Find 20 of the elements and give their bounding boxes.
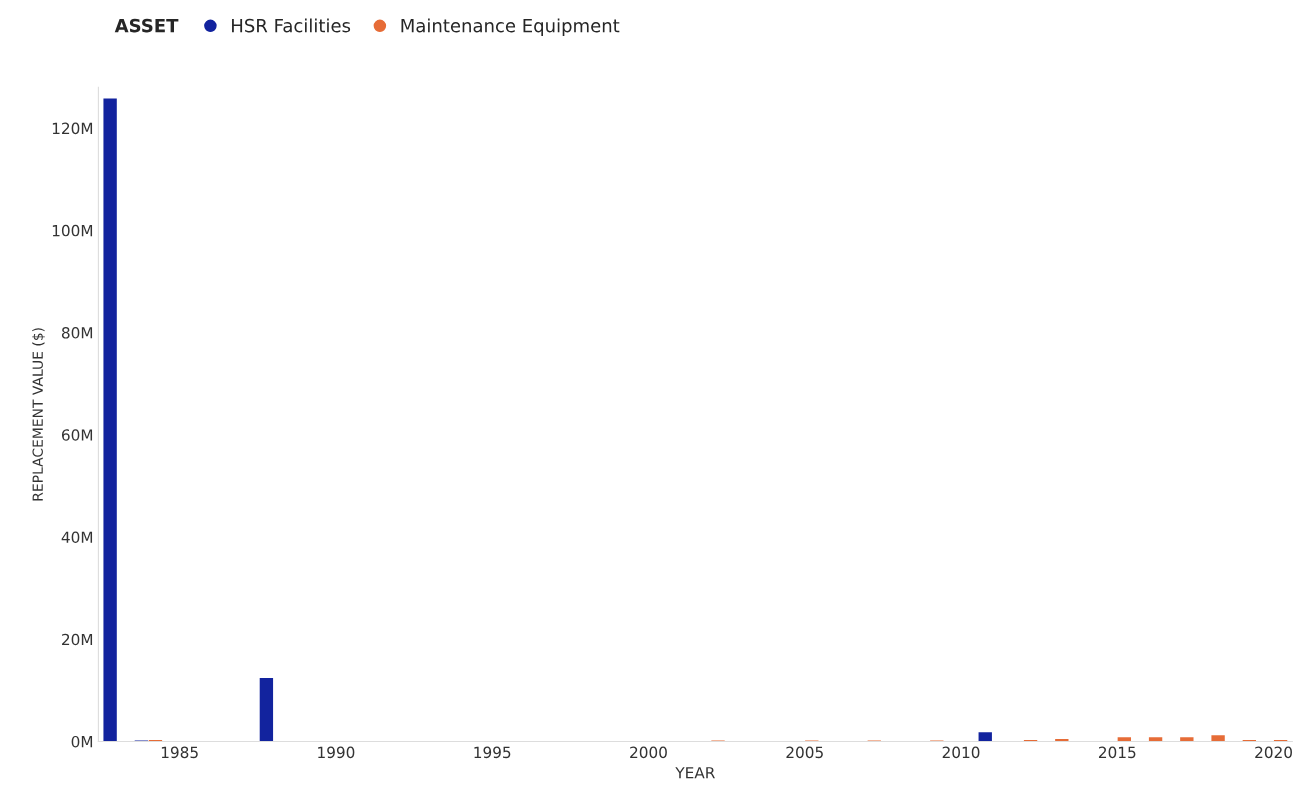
x-tick-label: 1990 bbox=[318, 746, 355, 759]
y-tick-label: 60M bbox=[61, 429, 93, 441]
x-axis-title: YEAR bbox=[675, 767, 715, 779]
x-tick-label: 1995 bbox=[474, 746, 511, 759]
legend-label: Maintenance Equipment bbox=[401, 18, 620, 36]
legend-label: HSR Facilities bbox=[232, 18, 351, 33]
x-tick-label: 1985 bbox=[161, 746, 198, 759]
y-tick-label: 20M bbox=[62, 633, 93, 646]
x-tick-label: 2005 bbox=[786, 746, 823, 759]
y-tick-label: 100M bbox=[52, 224, 93, 237]
y-tick-label: 40M bbox=[61, 531, 93, 544]
legend-title: ASSET bbox=[114, 18, 179, 33]
y-tick-label: 0M bbox=[71, 735, 93, 748]
x-tick-label: 2020 bbox=[1255, 746, 1292, 759]
y-tick-label: 120M bbox=[52, 122, 93, 135]
x-tick-label: 2015 bbox=[1098, 746, 1136, 759]
x-tick-label: 2000 bbox=[630, 746, 667, 759]
x-tick-label: 2010 bbox=[942, 746, 980, 759]
y-tick-label: 80M bbox=[61, 327, 93, 339]
y-axis-title: REPLACEMENT VALUE ($) bbox=[32, 328, 45, 501]
